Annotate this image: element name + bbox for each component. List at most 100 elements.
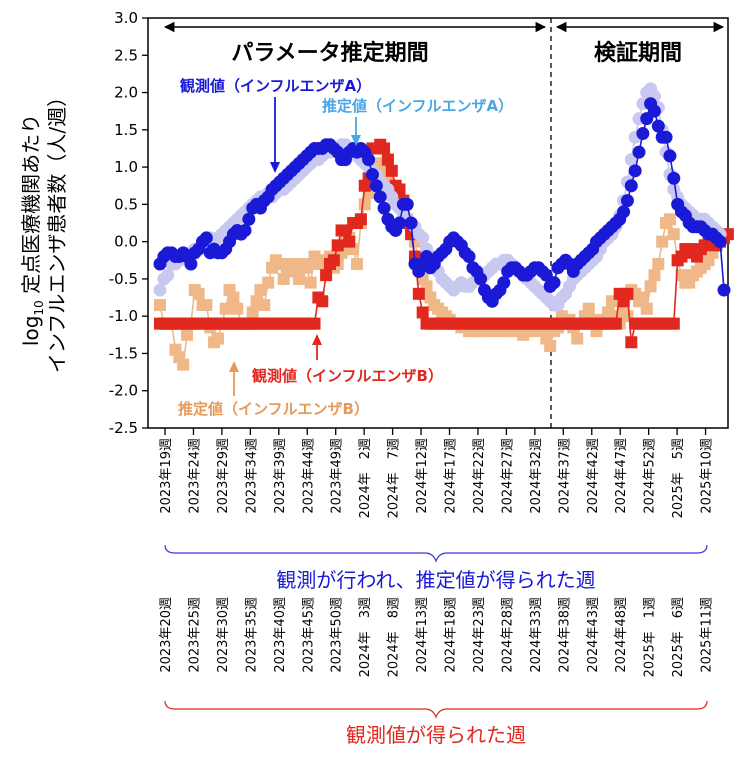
week-label-top: 2024年17週 [444, 438, 459, 514]
point-obsB [378, 142, 391, 155]
point-estB [258, 299, 271, 311]
point-estB [663, 213, 676, 226]
y-tick-label: 3.0 [114, 9, 138, 27]
point-estA [416, 231, 430, 245]
point-obsA [462, 250, 476, 264]
point-estB [644, 280, 657, 293]
point-estA [161, 268, 175, 282]
svg-text:log10 定点医療機関あたり: log10 定点医療機関あたり [19, 114, 46, 346]
point-obsB [385, 164, 398, 177]
week-label-bottom: 2023年20週 [159, 597, 174, 673]
point-obsA [404, 216, 418, 230]
point-estB [200, 299, 213, 311]
point-obsA [663, 149, 677, 163]
point-estB [227, 291, 240, 304]
point-estB [181, 328, 194, 341]
point-obsA [393, 216, 407, 230]
point-obsA [647, 104, 661, 118]
point-obsA [624, 179, 638, 193]
point-estB [246, 306, 259, 319]
week-label-bottom: 2024年38週 [557, 597, 572, 673]
point-obsB [316, 295, 329, 308]
week-label-bottom: 2024年18週 [444, 597, 459, 673]
point-estB [667, 228, 680, 241]
week-label-top: 2023年19週 [159, 438, 174, 514]
point-obsA [617, 205, 631, 219]
point-obsA [369, 179, 383, 193]
week-label-top: 2023年49週 [330, 438, 345, 514]
week-label-top: 2023年34週 [244, 438, 259, 514]
week-label-bottom: 2025年11週 [700, 597, 715, 673]
y-tick-label: -1.5 [109, 344, 138, 362]
point-obsA [497, 276, 511, 290]
annotation-obs-b: 観測値（インフルエンザB） [252, 367, 443, 385]
point-obsB [609, 317, 622, 330]
annotation-obs-b-arrowhead [312, 334, 322, 345]
point-estB [231, 302, 244, 315]
plot-frame [147, 17, 729, 429]
group-label-bottom: 観測値が得られた週 [346, 723, 526, 747]
week-label-top: 2025年10週 [700, 438, 715, 514]
point-obsB [343, 235, 356, 248]
point-obsB [327, 254, 340, 267]
point-estB [582, 302, 595, 315]
y-tick-label: -2.5 [109, 419, 138, 437]
y-label-sub: 10 [32, 300, 46, 315]
point-obsA [400, 197, 414, 211]
bracket-bottom [164, 700, 708, 719]
week-label-top: 2023年24週 [187, 438, 202, 514]
week-label-bottom: 2024年 3週 [358, 597, 373, 677]
point-estB [177, 358, 190, 371]
point-estB [192, 287, 205, 300]
point-estB [656, 235, 669, 248]
point-estA [153, 283, 167, 297]
y-tick-label: 0.0 [114, 233, 138, 251]
point-estB [652, 258, 665, 270]
week-label-bottom: 2023年40週 [273, 597, 288, 673]
y-tick-label: 2.5 [114, 46, 138, 64]
point-estB [219, 302, 232, 315]
point-obsA [628, 164, 642, 178]
annotation-obs-a-arrowhead [270, 162, 280, 173]
point-obsA [667, 171, 681, 185]
y-tick-label: 1.5 [114, 121, 138, 139]
point-obsA [362, 153, 376, 167]
point-estB [544, 340, 557, 352]
point-obsA [713, 235, 727, 249]
week-label-bottom: 2025年 1週 [643, 597, 658, 677]
point-estB [304, 276, 317, 289]
week-label-top: 2024年 2週 [358, 438, 373, 518]
week-label-top: 2024年42週 [586, 438, 601, 514]
point-obsB [412, 287, 425, 300]
point-obsA [651, 119, 665, 133]
point-obsA [547, 276, 561, 290]
point-obsA [365, 168, 379, 182]
point-obsB [354, 213, 367, 226]
point-obsB [667, 317, 680, 330]
point-estB [636, 291, 649, 304]
point-estB [293, 272, 306, 285]
y-axis-label: log10 定点医療機関あたり インフルエンザ患者数（人/週） [19, 87, 69, 373]
y-label-line1: 定点医療機関あたり [19, 114, 43, 294]
week-label-bottom: 2023年50週 [330, 597, 345, 673]
y-tick-label: 2.0 [114, 84, 138, 102]
week-labels-top: 2023年19週 2023年24週 2023年29週 2023年34週 2023年39週… [159, 438, 715, 518]
week-label-bottom: 2023年30週 [216, 597, 231, 673]
week-label-top: 2025年 5週 [671, 438, 686, 518]
week-label-top: 2024年47週 [614, 438, 629, 514]
week-label-bottom: 2024年33週 [529, 597, 544, 673]
week-label-bottom: 2024年 8週 [387, 597, 402, 677]
week-label-bottom: 2024年13週 [415, 597, 430, 673]
y-tick-label: -0.5 [109, 270, 138, 288]
week-label-bottom: 2024年23週 [472, 597, 487, 673]
point-estB [211, 332, 224, 345]
point-obsA [199, 231, 213, 245]
y-ticks: 3.0 2.5 2.0 1.5 1.0 0.5 0.0 -0.5 -1.0 -1.5 -2.0 -2.… [109, 9, 148, 437]
point-obsA [636, 127, 650, 141]
param-period-label: パラメータ推定期間 [231, 40, 428, 66]
week-label-bottom: 2024年43週 [586, 597, 601, 673]
point-estB [351, 258, 364, 270]
week-label-top: 2024年27週 [500, 438, 515, 514]
week-labels-bottom: 2023年20週 2023年25週 2023年30週 2023年35週 2023年40週… [159, 597, 715, 677]
week-label-top: 2024年12週 [415, 438, 430, 514]
